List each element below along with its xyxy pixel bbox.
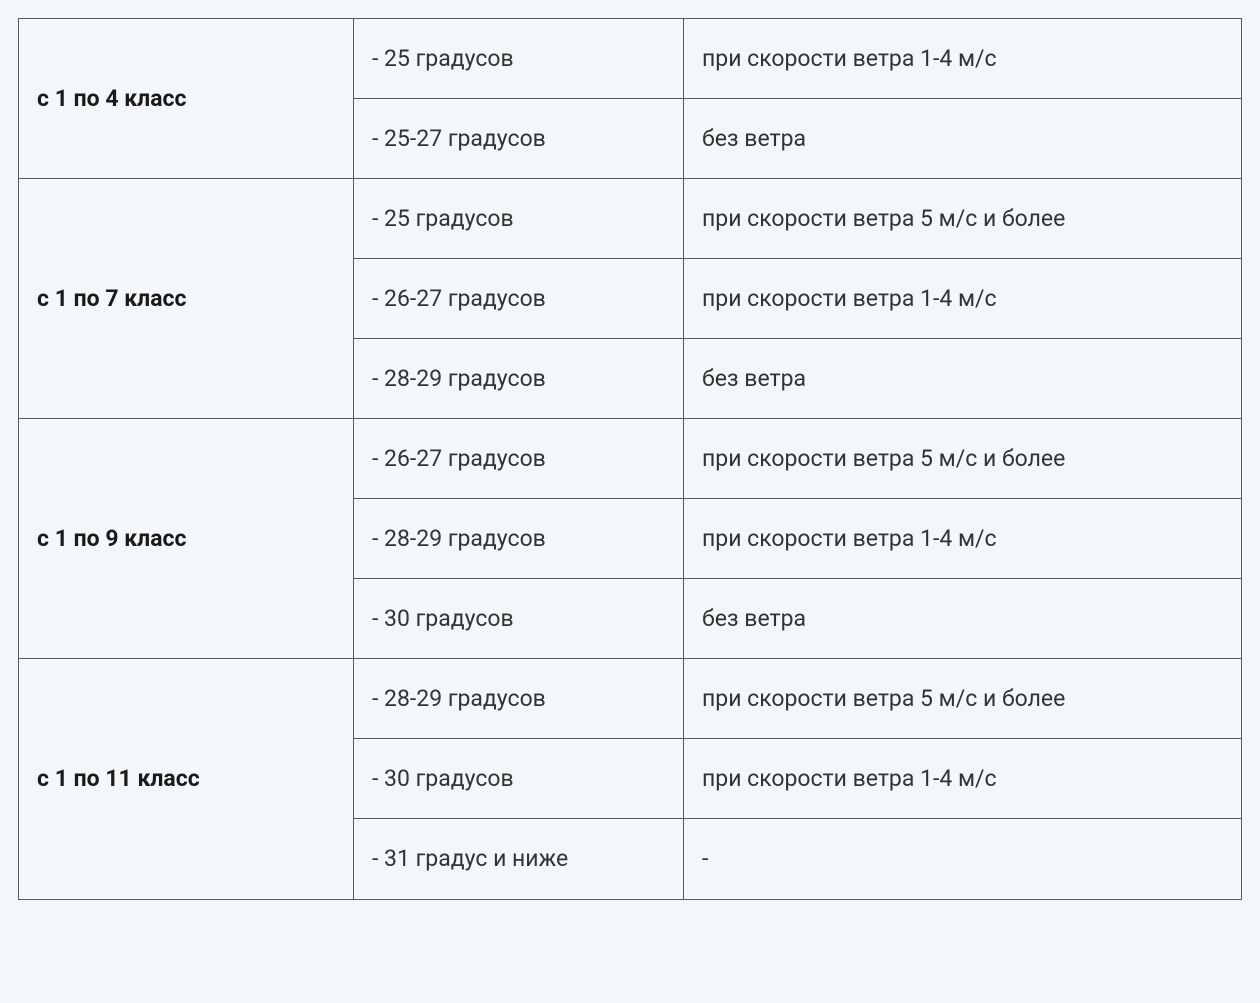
- temperature-cell: - 30 градусов: [354, 579, 684, 659]
- temperature-cell: - 28-29 градусов: [354, 339, 684, 419]
- grade-range-cell: с 1 по 11 класс: [19, 659, 354, 899]
- wind-condition-cell: при скорости ветра 1-4 м/с: [684, 499, 1242, 579]
- temperature-cell: - 30 градусов: [354, 739, 684, 819]
- weather-cancellation-table: с 1 по 4 класс - 25 градусов при скорост…: [18, 18, 1242, 900]
- table-row: с 1 по 11 класс - 28-29 градусов при ско…: [19, 659, 1242, 739]
- table-row: с 1 по 4 класс - 25 градусов при скорост…: [19, 19, 1242, 99]
- temperature-cell: - 26-27 градусов: [354, 259, 684, 339]
- temperature-cell: - 28-29 градусов: [354, 659, 684, 739]
- wind-condition-cell: при скорости ветра 5 м/с и более: [684, 419, 1242, 499]
- temperature-cell: - 28-29 градусов: [354, 499, 684, 579]
- wind-condition-cell: без ветра: [684, 339, 1242, 419]
- grade-range-cell: с 1 по 9 класс: [19, 419, 354, 659]
- grade-range-cell: с 1 по 7 класс: [19, 179, 354, 419]
- temperature-cell: - 31 градус и ниже: [354, 819, 684, 899]
- wind-condition-cell: -: [684, 819, 1242, 899]
- temperature-cell: - 25 градусов: [354, 19, 684, 99]
- wind-condition-cell: без ветра: [684, 579, 1242, 659]
- table-row: с 1 по 7 класс - 25 градусов при скорост…: [19, 179, 1242, 259]
- temperature-cell: - 25-27 градусов: [354, 99, 684, 179]
- grade-range-cell: с 1 по 4 класс: [19, 19, 354, 179]
- wind-condition-cell: при скорости ветра 1-4 м/с: [684, 259, 1242, 339]
- temperature-cell: - 26-27 градусов: [354, 419, 684, 499]
- temperature-cell: - 25 градусов: [354, 179, 684, 259]
- wind-condition-cell: при скорости ветра 5 м/с и более: [684, 659, 1242, 739]
- table-row: с 1 по 9 класс - 26-27 градусов при скор…: [19, 419, 1242, 499]
- wind-condition-cell: при скорости ветра 5 м/с и более: [684, 179, 1242, 259]
- wind-condition-cell: при скорости ветра 1-4 м/с: [684, 739, 1242, 819]
- wind-condition-cell: без ветра: [684, 99, 1242, 179]
- wind-condition-cell: при скорости ветра 1-4 м/с: [684, 19, 1242, 99]
